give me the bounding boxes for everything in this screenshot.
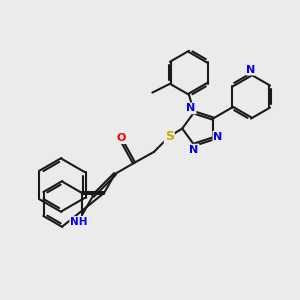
Text: N: N bbox=[246, 64, 256, 75]
Text: N: N bbox=[186, 103, 196, 113]
Text: S: S bbox=[165, 130, 174, 143]
Text: N: N bbox=[189, 145, 199, 155]
Text: O: O bbox=[116, 133, 126, 143]
Text: N: N bbox=[213, 131, 223, 142]
Text: NH: NH bbox=[70, 217, 88, 227]
